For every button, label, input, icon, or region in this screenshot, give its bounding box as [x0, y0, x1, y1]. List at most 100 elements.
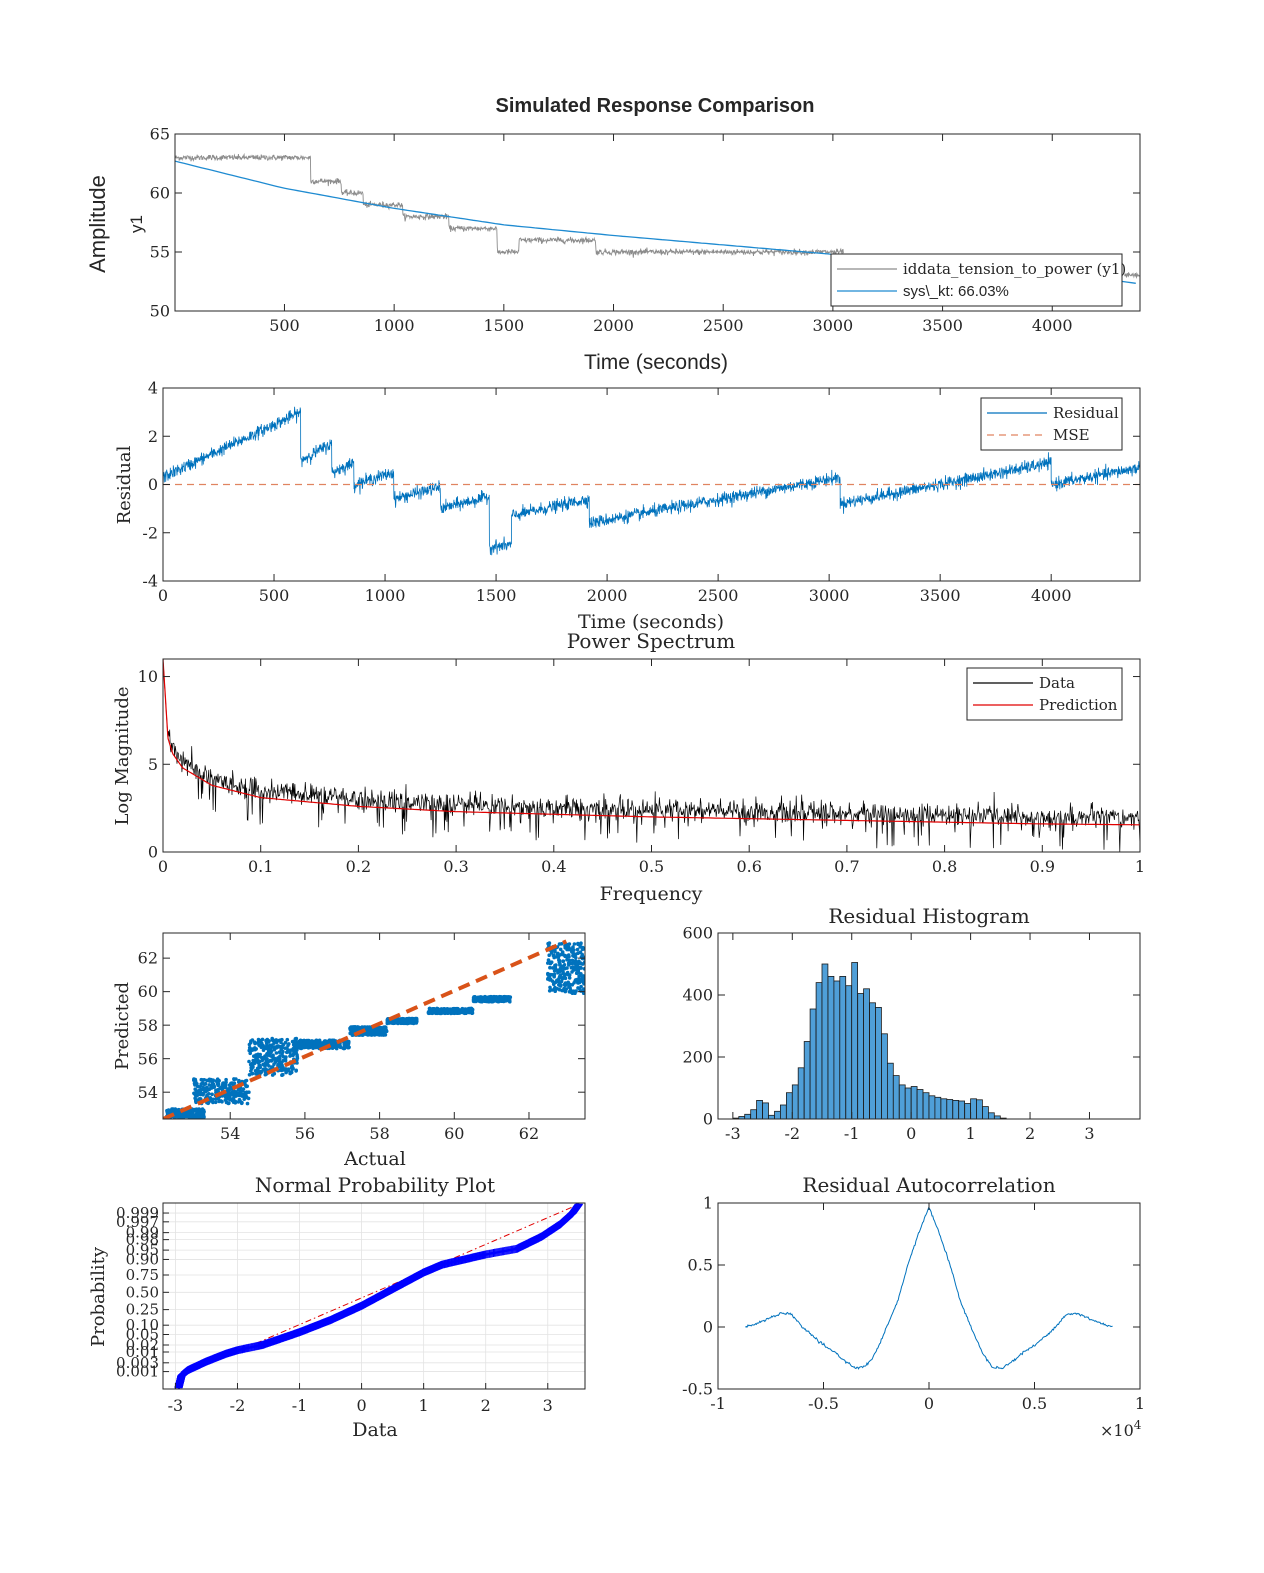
- x-tick-label: -1: [292, 1396, 308, 1415]
- scatter-point: [249, 1048, 253, 1053]
- y-tick-label: 58: [138, 1016, 158, 1035]
- scatter-point: [196, 1084, 200, 1089]
- x-tick-label: 2: [1025, 1124, 1035, 1143]
- scatter-point: [572, 953, 577, 958]
- scatter-point: [199, 1114, 204, 1119]
- scatter-point: [277, 1050, 282, 1054]
- scatter-point: [254, 1053, 259, 1057]
- scatter-point: [437, 1011, 442, 1016]
- legend-label: Residual: [1053, 404, 1119, 422]
- scatter-point: [366, 1026, 371, 1030]
- scatter-point: [576, 980, 580, 985]
- scatter-point: [253, 1041, 257, 1046]
- y-tick-label: -4: [142, 572, 158, 591]
- x-tick-label: 2000: [593, 316, 634, 335]
- scatter-point: [269, 1049, 274, 1054]
- histogram-bar: [768, 1114, 775, 1119]
- scatter-point: [247, 1090, 251, 1094]
- scatter-point: [195, 1094, 199, 1098]
- x-tick-label: 500: [259, 586, 290, 605]
- scatter-point: [375, 1032, 379, 1036]
- scatter-point: [227, 1083, 232, 1087]
- y-tick-label: 200: [682, 1048, 713, 1067]
- legend-label: sys\_kt: 66.03%: [903, 283, 1009, 300]
- scatter-point: [558, 968, 563, 973]
- x-tick-label: 58: [369, 1124, 389, 1143]
- scatter-point: [281, 1049, 285, 1054]
- figure-title: Simulated Response Comparison: [496, 95, 815, 117]
- scatter-point: [561, 971, 566, 976]
- legend-label: iddata_tension_to_power (y1): [903, 260, 1126, 278]
- x-tick-label: 54: [220, 1124, 240, 1143]
- scatter-point: [558, 973, 563, 977]
- scatter-point: [325, 1039, 330, 1044]
- scatter-point: [457, 1010, 462, 1015]
- scatter-point: [315, 1039, 320, 1044]
- tick-marks: [175, 133, 1140, 312]
- residual-axes: 0 500 1000 1500 2000 2500 3000 3500 4000 -4 -2 0 2 4 R…: [114, 379, 1141, 633]
- scatter-point: [546, 976, 551, 980]
- scatter-point: [561, 959, 566, 963]
- x-axis-label: Actual: [343, 1148, 406, 1170]
- scatter-point: [563, 953, 568, 958]
- x-tick-label: 2500: [698, 586, 739, 605]
- scatter-point: [503, 999, 508, 1003]
- x-scale-exponent: 4: [1134, 1418, 1142, 1432]
- tick-marks: [717, 1202, 1141, 1390]
- tick-marks: [162, 659, 1141, 853]
- scatter-point: [550, 966, 555, 970]
- axes-frame: [717, 932, 1141, 1120]
- histogram-bar: [994, 1115, 1001, 1119]
- y-tick-label: 50: [150, 302, 170, 321]
- scatter-point: [285, 1037, 290, 1042]
- scatter-point: [311, 1046, 315, 1050]
- histogram-bar: [815, 982, 823, 1119]
- histogram-bar: [964, 1103, 972, 1119]
- histogram-bar: [821, 963, 829, 1119]
- scatter-point: [563, 983, 567, 988]
- scatter-point: [195, 1114, 200, 1119]
- x-axis-label: Time (seconds): [578, 611, 724, 633]
- x-tick-label: 3: [1084, 1124, 1094, 1143]
- scatter-point: [552, 955, 556, 960]
- plot-background: [718, 1203, 1140, 1389]
- histogram-bar: [833, 980, 841, 1119]
- y-tick-label: 54: [138, 1083, 158, 1102]
- scatter-point: [190, 1113, 195, 1118]
- scatter-point: [176, 1115, 181, 1119]
- x-tick-label: 0.9: [1030, 857, 1055, 876]
- scatter-point: [193, 1087, 197, 1091]
- y-axis-label-outer: Amplitude: [85, 175, 110, 273]
- x-tick-label: -1: [844, 1124, 860, 1143]
- y-tick-label: 0: [148, 843, 158, 862]
- scatter-point: [209, 1085, 214, 1090]
- scatter-point: [349, 1025, 353, 1029]
- histogram-bar: [839, 976, 847, 1119]
- y-tick-label: 0.25: [126, 1301, 159, 1319]
- histogram-bar: [940, 1098, 948, 1119]
- scatter-point: [444, 1009, 448, 1013]
- y-tick-label: 0.98: [126, 1231, 159, 1249]
- x-tick-label: 0.4: [541, 857, 566, 876]
- plot-area: [163, 659, 1140, 852]
- scatter-point: [496, 997, 500, 1002]
- scatter-point: [403, 1021, 407, 1025]
- scatter-point: [568, 988, 573, 992]
- scatter-point: [265, 1062, 270, 1067]
- scatter-point: [240, 1092, 244, 1096]
- histogram-bar: [970, 1098, 977, 1119]
- scatter-point: [174, 1108, 178, 1113]
- scatter-point: [223, 1082, 228, 1087]
- scatter-point: [193, 1107, 197, 1112]
- scatter-point: [212, 1084, 217, 1089]
- scatter-point: [334, 1045, 339, 1049]
- scatter-point: [284, 1069, 289, 1073]
- tick-marks: [162, 387, 1140, 582]
- scatter-point: [248, 1040, 253, 1045]
- scatter-point: [582, 967, 585, 971]
- fit-line: [163, 939, 568, 1119]
- histogram-bar: [797, 1067, 805, 1119]
- x-tick-label: 1: [419, 1396, 429, 1415]
- x-tick-label: 0.2: [346, 857, 371, 876]
